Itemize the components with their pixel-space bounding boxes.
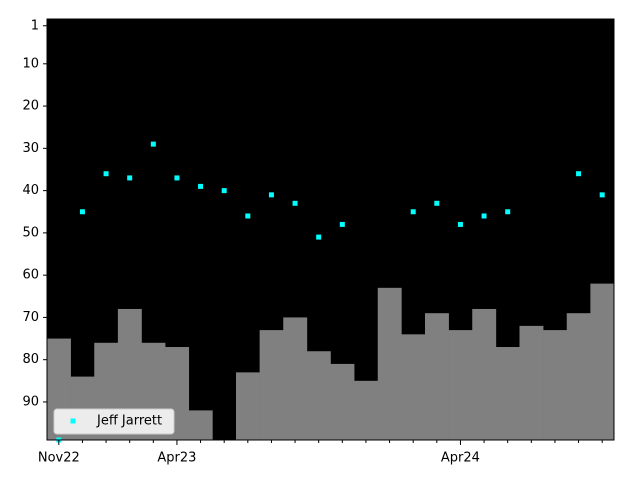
bar <box>495 347 520 440</box>
y-tick-label: 90 <box>22 394 39 409</box>
point <box>79 209 85 215</box>
bar <box>306 351 331 440</box>
point <box>127 175 133 181</box>
y-tick-label: 40 <box>22 183 39 198</box>
y-tick-label: 80 <box>22 352 39 367</box>
bar <box>472 308 497 440</box>
y-tick-label: 50 <box>22 225 39 240</box>
legend-label: Jeff Jarrett <box>96 414 162 429</box>
bar <box>117 308 142 440</box>
point <box>268 192 274 198</box>
bar <box>543 330 568 440</box>
y-tick-label: 70 <box>22 310 39 325</box>
x-tick-label: Apr23 <box>157 451 196 466</box>
y-tick-label: 1 <box>31 18 39 33</box>
bar <box>448 330 473 440</box>
point <box>434 200 440 206</box>
bar <box>236 372 260 440</box>
x-tick-label: Nov22 <box>38 451 80 466</box>
y-tick-label: 20 <box>22 99 39 114</box>
point <box>457 221 463 227</box>
point <box>481 213 487 219</box>
point <box>410 209 416 215</box>
bar <box>566 313 591 440</box>
bar <box>259 330 284 440</box>
point <box>174 175 180 181</box>
plot-frame <box>46 18 615 441</box>
bar <box>519 325 544 440</box>
point <box>150 141 156 147</box>
point <box>103 171 109 177</box>
x-tick-label: Apr24 <box>441 451 480 466</box>
bar <box>401 334 426 440</box>
point <box>292 200 298 206</box>
y-tick-label: 30 <box>22 141 39 156</box>
bar <box>330 363 355 440</box>
point <box>339 221 345 227</box>
bar <box>188 410 213 440</box>
point <box>576 171 582 177</box>
y-tick-label: 60 <box>22 268 39 283</box>
bar <box>354 380 379 440</box>
point <box>316 234 322 240</box>
point <box>505 209 511 215</box>
legend-box <box>53 408 175 435</box>
bar <box>425 313 449 440</box>
bar <box>377 287 402 440</box>
y-tick-label: 10 <box>22 56 39 71</box>
bar <box>283 317 308 440</box>
point <box>221 188 227 194</box>
point <box>599 192 605 198</box>
point <box>245 213 251 219</box>
legend-marker <box>70 418 76 424</box>
point <box>198 183 204 189</box>
bar <box>590 283 615 440</box>
